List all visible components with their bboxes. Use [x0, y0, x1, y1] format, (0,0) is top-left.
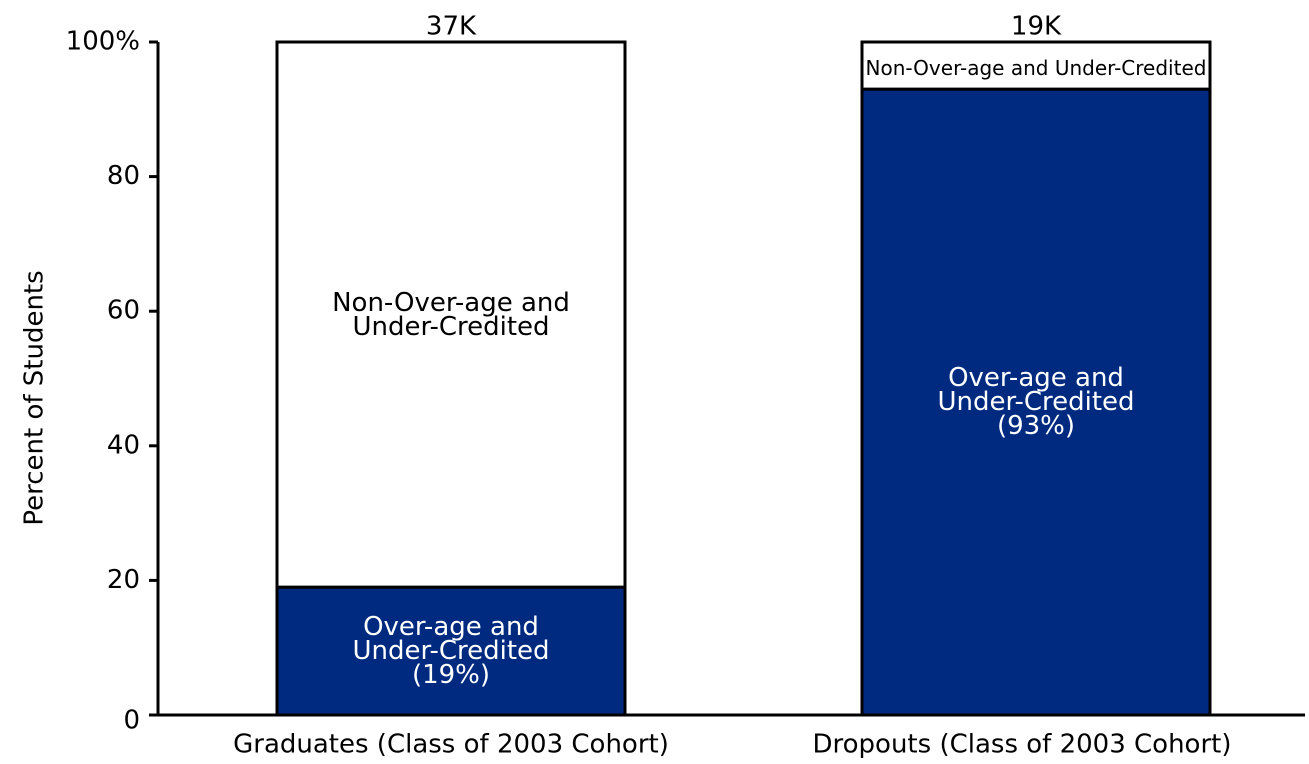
bar-segment — [275, 585, 627, 717]
segment-label: Non-Over-age and Under-Credited — [866, 56, 1207, 80]
bar-segment — [860, 40, 1212, 91]
bar-segment — [860, 87, 1212, 717]
y-tick-label: 80 — [107, 161, 140, 191]
bar-segment — [275, 40, 627, 589]
series-name: Non-Over-age and Under-Credited — [332, 287, 570, 342]
segment-label: Over-age and Under-Credited (19%) — [326, 612, 576, 691]
data-label: (19%) — [411, 660, 491, 691]
segment-label: Over-age and Under-Credited (93%) — [911, 363, 1161, 442]
data-label: (93%) — [996, 411, 1076, 442]
x-tick-label: Dropouts (Class of 2003 Cohort) — [813, 730, 1232, 760]
total-label: 19K — [1011, 12, 1062, 42]
total-label: 37K — [426, 12, 477, 42]
y-tick-label: 40 — [107, 430, 140, 460]
y-axis-label: Percent of Students — [20, 270, 50, 525]
series-name: Non-Over-age and Under-Credited — [865, 55, 1207, 80]
y-tick-label: 60 — [107, 296, 140, 326]
series-name: Over-age and Under-Credited — [352, 612, 550, 667]
segment-label: Non-Over-age and Under-Credited — [296, 287, 606, 342]
y-tick-label: 20 — [107, 565, 140, 595]
x-tick-label: Graduates (Class of 2003 Cohort) — [233, 730, 669, 760]
y-tick-label: 0 — [123, 706, 140, 736]
y-tick-label: 100% — [66, 27, 140, 57]
series-name: Over-age and Under-Credited — [937, 363, 1135, 418]
